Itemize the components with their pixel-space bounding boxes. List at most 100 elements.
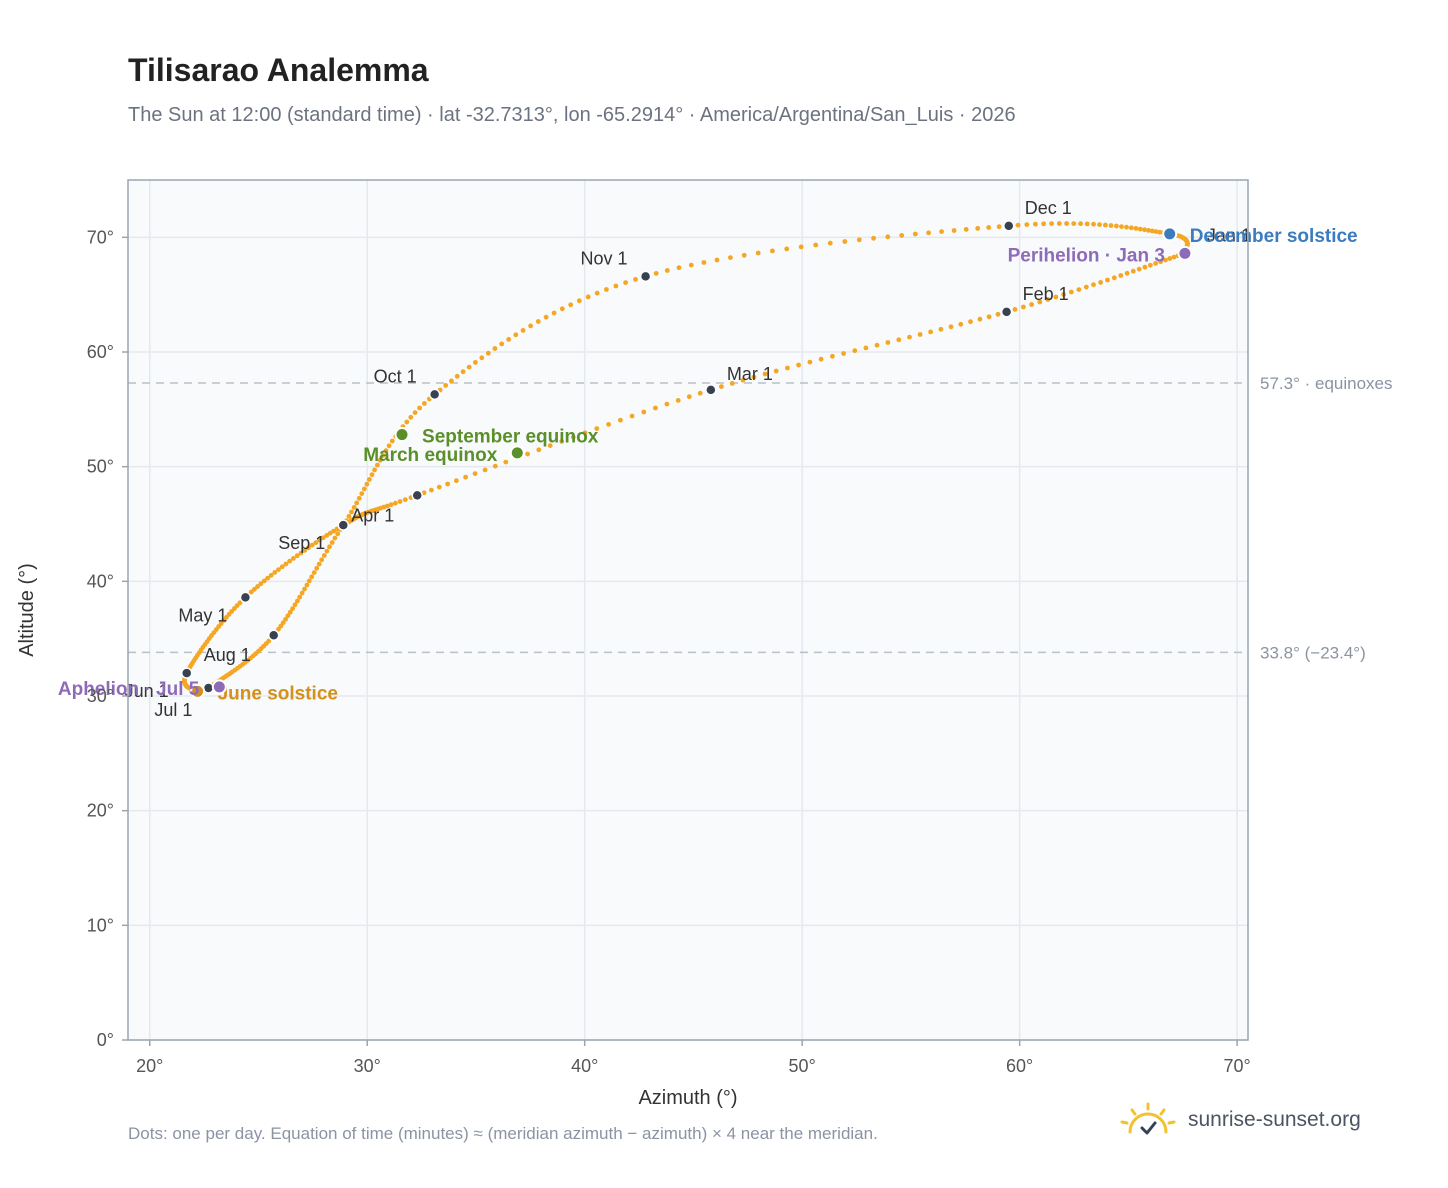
day-dot [1076,287,1082,292]
day-dot [393,500,398,506]
day-dot [594,426,600,431]
day-dot [784,246,790,252]
x-tick-label: 70° [1224,1056,1251,1076]
day-dot [1083,284,1089,290]
day-dot [306,545,311,551]
day-dot [653,271,659,276]
day-dot [1091,221,1096,227]
day-dot [1056,221,1062,226]
day-dot [841,351,846,356]
day-dot [1045,297,1051,302]
y-tick-label: 20° [87,801,114,821]
y-tick-label: 0° [97,1030,114,1050]
month-marker [267,629,280,641]
day-dot [762,371,768,377]
month-label: Feb 1 [1023,284,1069,304]
day-dot [443,383,449,388]
event-label: Perihelion · Jan 3 [1008,245,1165,266]
day-dot [287,558,292,564]
day-dot [1078,221,1083,227]
day-dot [404,419,410,425]
day-dot [1136,266,1142,272]
day-dot [536,447,542,453]
day-dot [896,337,902,343]
day-dot [1105,277,1110,283]
day-dot [1114,223,1119,229]
day-dot [1130,268,1136,274]
day-dot [1097,222,1102,228]
month-label: Nov 1 [581,248,628,268]
day-dot [1111,275,1117,281]
day-dot [938,326,944,332]
day-dot [283,561,289,567]
day-dot [968,319,973,325]
day-dot [559,439,565,444]
day-dot [728,255,733,260]
day-dot [623,280,628,285]
day-dot [528,323,533,329]
day-dot [261,578,267,584]
day-dot [1146,228,1151,233]
day-dot [1142,227,1147,233]
day-dot [1124,224,1129,230]
day-dot [472,471,478,476]
month-label: Aug 1 [204,645,251,665]
day-dot [842,239,848,244]
x-tick-label: 20° [136,1056,163,1076]
day-dot [295,598,300,604]
day-dot [513,332,519,338]
day-dot [986,225,992,230]
day-dot [977,316,983,322]
day-dot [1064,221,1069,226]
day-dot [543,314,549,320]
day-dot [1049,221,1054,227]
day-dot [359,491,365,496]
day-dot [996,224,1002,230]
day-dot [268,572,274,578]
day-dot [377,457,383,463]
day-dot [386,443,392,449]
event-label: September equinox [422,427,599,448]
day-dot [1137,226,1143,232]
day-dot [408,414,414,420]
day-dot [664,268,670,273]
brand[interactable]: sunrise-sunset.org [1120,1102,1361,1138]
day-dot [492,346,498,351]
axis-ticks: 20° 30° 40° 50° 60° 70° 0° 10° 20° 30° 40° 50° 60° 70… [87,227,1251,1076]
month-marker [705,384,717,396]
month-label: Dec 1 [1025,198,1072,218]
day-dot [324,533,330,538]
day-dot [346,514,352,519]
day-dot [255,584,260,589]
day-dot [454,373,460,379]
month-marker [1000,306,1013,318]
day-dot [499,341,505,347]
day-dot [306,578,312,584]
day-dot [361,486,367,492]
month-label: Jul 1 [154,700,192,720]
day-dot [1053,294,1059,300]
day-dot [1033,221,1038,227]
day-dot [629,413,635,419]
day-dot [818,356,824,362]
day-dot [412,410,418,415]
day-dot [422,401,427,406]
y-tick-label: 60° [87,342,114,362]
day-dot [874,342,880,348]
chart-title: Tilisarao Analemma [128,52,429,88]
day-dot [1148,262,1153,268]
day-dot [885,340,891,345]
day-dot [279,564,285,570]
day-dot [1142,264,1148,270]
event-marker [394,427,410,443]
day-dot [252,586,257,592]
day-dot [372,467,377,473]
day-dot [313,540,319,545]
day-dot [1118,273,1124,278]
y-tick-label: 30° [87,686,114,706]
x-axis-label: Azimuth (°) [638,1087,737,1109]
day-dot [327,530,333,536]
month-label: Sep 1 [278,533,325,553]
month-label: Mar 1 [727,364,773,384]
y-tick-label: 10° [87,915,114,935]
